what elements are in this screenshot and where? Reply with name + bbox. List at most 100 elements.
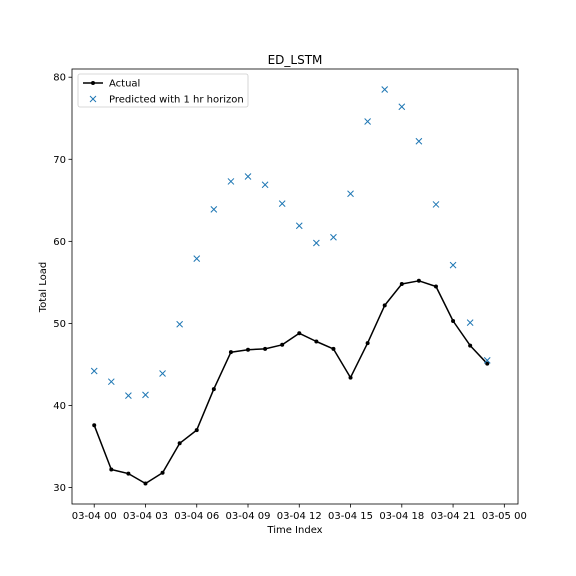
x-tick-label: 03-04 15 xyxy=(328,511,373,522)
plot-area: 30 40 50 60 70 80 03-04 00 03-04 03 03-04 06 03-0… xyxy=(53,68,527,522)
data-point xyxy=(176,320,184,328)
x-marker-stroke xyxy=(227,178,235,185)
x-marker-stroke xyxy=(415,137,423,145)
legend-label: Actual xyxy=(109,79,140,90)
y-tick-label: 70 xyxy=(53,155,66,166)
data-point xyxy=(278,200,286,207)
data-point xyxy=(381,86,389,93)
data-point xyxy=(92,423,97,428)
data-point xyxy=(365,341,370,346)
data-point xyxy=(261,181,269,189)
series-predicted xyxy=(90,86,491,400)
data-point xyxy=(398,103,406,111)
data-point xyxy=(193,255,201,262)
data-point xyxy=(125,392,132,400)
data-point xyxy=(280,342,285,347)
data-point xyxy=(451,318,456,323)
data-point xyxy=(416,278,421,283)
data-point xyxy=(107,378,115,386)
y-axis-label: Total Load xyxy=(38,262,49,314)
x-marker-stroke xyxy=(244,173,252,180)
legend: Actual Predicted with 1 hr horizon xyxy=(77,73,249,108)
data-point xyxy=(160,470,165,475)
data-point xyxy=(159,370,166,377)
x-marker-stroke xyxy=(125,392,132,400)
data-point xyxy=(228,350,233,355)
x-marker-stroke xyxy=(483,357,491,364)
x-marker-stroke xyxy=(347,190,354,198)
x-marker-stroke xyxy=(466,319,474,326)
chart-title: ED_LSTM xyxy=(268,53,323,67)
x-marker-stroke xyxy=(193,255,201,262)
data-point xyxy=(313,239,320,247)
data-point xyxy=(263,346,268,351)
y-tick-label: 60 xyxy=(53,237,66,248)
data-point xyxy=(177,441,182,446)
x-tick-label: 03-04 06 xyxy=(174,511,219,522)
x-marker-stroke xyxy=(398,103,406,111)
x-marker-stroke xyxy=(176,320,184,328)
data-point xyxy=(433,284,438,289)
legend-label: Predicted with 1 hr horizon xyxy=(109,95,244,106)
data-point xyxy=(348,375,353,380)
data-point xyxy=(466,319,474,326)
data-point xyxy=(90,367,98,375)
x-marker-stroke xyxy=(313,239,320,247)
data-point xyxy=(295,222,303,230)
x-marker-stroke xyxy=(330,233,337,241)
data-point xyxy=(227,178,235,185)
data-point xyxy=(126,471,131,476)
data-point xyxy=(142,391,149,399)
x-tick-label: 03-04 21 xyxy=(431,511,476,522)
data-point xyxy=(211,387,216,392)
y-tick-label: 40 xyxy=(53,401,66,412)
data-point xyxy=(297,331,302,336)
x-marker-stroke xyxy=(90,367,98,375)
x-marker-stroke xyxy=(381,86,389,93)
data-point xyxy=(485,361,490,366)
y-tick-label: 30 xyxy=(53,483,66,494)
series-actual xyxy=(92,278,490,486)
x-marker-stroke xyxy=(210,205,218,213)
x-marker-stroke xyxy=(449,261,457,269)
data-point xyxy=(347,190,354,198)
data-point xyxy=(210,205,218,213)
x-tick-label: 03-04 09 xyxy=(226,511,271,522)
data-point xyxy=(194,428,199,433)
data-point xyxy=(246,347,251,352)
x-marker-stroke xyxy=(142,391,149,399)
x-marker-stroke xyxy=(295,222,303,230)
data-point xyxy=(382,303,387,308)
series-line xyxy=(93,280,488,485)
x-marker-stroke xyxy=(261,181,269,189)
data-point xyxy=(432,201,440,208)
y-tick-label: 80 xyxy=(53,73,66,84)
data-point xyxy=(244,173,252,180)
x-marker-stroke xyxy=(89,95,97,103)
x-marker-stroke xyxy=(432,201,440,208)
data-point xyxy=(483,357,491,364)
data-point xyxy=(468,343,473,348)
data-point xyxy=(331,346,336,351)
x-axis-label: Time Index xyxy=(266,525,322,536)
data-point xyxy=(143,481,148,486)
x-marker-stroke xyxy=(278,200,286,207)
data-point xyxy=(109,467,114,472)
data-point xyxy=(314,339,319,344)
x-tick-label: 03-04 00 xyxy=(72,511,117,522)
x-marker-stroke xyxy=(107,378,115,386)
data-point xyxy=(330,233,337,241)
x-tick-label: 03-04 12 xyxy=(277,511,322,522)
plot-frame xyxy=(71,68,519,505)
legend-box xyxy=(77,73,249,108)
x-tick-label: 03-05 00 xyxy=(482,511,527,522)
legend-marker-swatch xyxy=(89,95,97,103)
x-tick-label: 03-04 18 xyxy=(379,511,424,522)
legend-item-predicted: Predicted with 1 hr horizon xyxy=(89,95,244,106)
data-point xyxy=(449,261,457,269)
legend-item-actual: Actual xyxy=(83,79,140,90)
x-marker-stroke xyxy=(364,118,371,125)
legend-dot-swatch xyxy=(91,81,95,85)
